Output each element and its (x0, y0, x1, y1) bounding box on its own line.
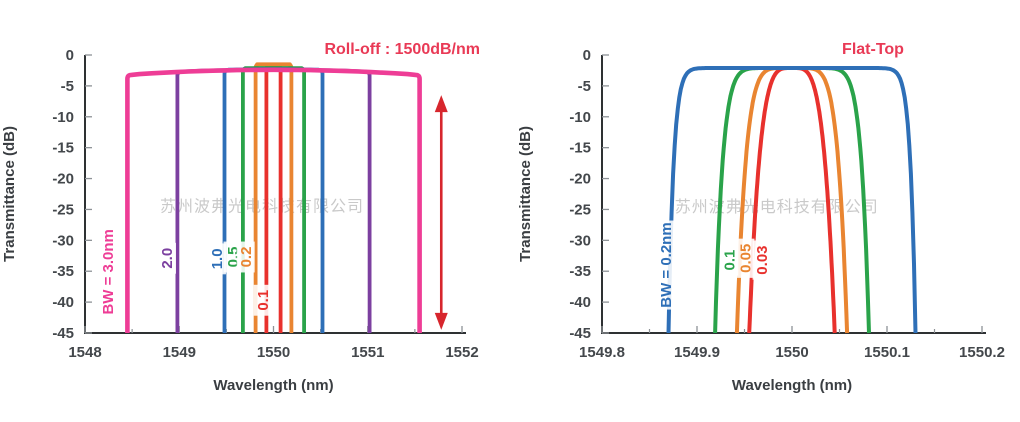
series-label-backing (253, 284, 272, 316)
series-label-backing (720, 244, 739, 276)
series-label-bw-0.05: 0.05 (738, 244, 755, 273)
y-tick-label: -20 (569, 171, 591, 188)
y-tick-label: -15 (52, 140, 74, 157)
y-axis-label: Transmittance (dB) (1, 126, 18, 262)
series-label-backing (157, 242, 176, 274)
axis-lines (84, 55, 466, 334)
series-label-backing (98, 227, 117, 317)
chart-title: Roll-off : 1500dB/nm (324, 41, 480, 58)
series-label-bw-3: BW = 3.0nm (100, 229, 117, 314)
x-tick-label: 1552 (445, 344, 478, 361)
y-tick-label: -35 (52, 263, 74, 280)
y-tick-label: -40 (569, 294, 591, 311)
x-tick-label: 1550.1 (864, 344, 910, 361)
y-tick-label: -10 (569, 109, 591, 126)
x-tick-label: 1550 (257, 344, 290, 361)
y-tick-label: -25 (569, 201, 591, 218)
series-curve-bw-0.2 (253, 62, 294, 333)
chart-title: Flat-Top (842, 41, 904, 58)
roll-off-plot: 苏州波弗光电科技有限公司 1548 1549 1550 1551 1552 0 -5 -10 -1… (1, 41, 480, 394)
x-tick-label: 1551 (351, 344, 384, 361)
series-label-bw-0.1: 0.1 (722, 250, 739, 271)
rolloff-arrowhead-down (434, 312, 448, 330)
series-label-backing (736, 238, 755, 278)
series-label-bw-0.03: 0.03 (754, 246, 771, 275)
y-tick-label: 0 (66, 47, 74, 64)
y-tick-label: -25 (52, 201, 74, 218)
y-tick-label: -5 (61, 78, 74, 95)
rolloff-arrowhead-up (434, 95, 448, 113)
x-tick-label: 1548 (68, 344, 101, 361)
series-label-bw-2: 2.0 (159, 248, 176, 269)
series-label-bw-0.2: BW = 0.2nm (658, 222, 675, 307)
series-label-bw-0.1: 0.1 (255, 290, 272, 311)
chart-flattop: 苏州波弗光电科技有限公司 1549.8 1549.9 1550 1550.1 1550.2… (510, 0, 1020, 422)
series-label-backing (236, 241, 255, 273)
series-label-bw-0.2: 0.2 (238, 247, 255, 268)
y-tick-label: -30 (52, 232, 74, 249)
series-curve-bw-0.2 (666, 66, 918, 334)
y-tick-label: -35 (569, 263, 591, 280)
y-tick-label: -45 (569, 325, 591, 342)
series-curve-bw-3 (125, 67, 422, 333)
y-tick-label: 0 (583, 47, 591, 64)
x-axis-label: Wavelength (nm) (732, 377, 852, 394)
x-tick-label: 1549.9 (674, 344, 720, 361)
x-axis-label: Wavelength (nm) (213, 377, 333, 394)
series-label-backing (656, 220, 675, 310)
series-label-backing (207, 243, 226, 275)
x-tick-label: 1550.2 (959, 344, 1005, 361)
series-label-bw-1: 1.0 (209, 248, 226, 269)
x-tick-label: 1550 (775, 344, 808, 361)
series-label-backing (752, 240, 771, 280)
x-tick-label: 1549 (163, 344, 196, 361)
chart-rolloff: 苏州波弗光电科技有限公司 1548 1549 1550 1551 1552 0 -5 -10 -1… (1, 41, 480, 394)
y-tick-label: -20 (52, 171, 74, 188)
y-tick-label: -40 (52, 294, 74, 311)
y-tick-label: -45 (52, 325, 74, 342)
flat-top-plot: 苏州波弗光电科技有限公司 1549.8 1549.9 1550 1550.1 1550.2… (517, 41, 1005, 394)
y-tick-label: -30 (569, 232, 591, 249)
y-tick-label: -5 (578, 78, 591, 95)
x-tick-label: 1549.8 (579, 344, 625, 361)
y-axis-label: Transmittance (dB) (517, 126, 534, 262)
watermark-text: 苏州波弗光电科技有限公司 (160, 197, 364, 215)
watermark-text: 苏州波弗光电科技有限公司 (675, 198, 879, 216)
y-tick-label: -10 (52, 109, 74, 126)
y-tick-label: -15 (569, 140, 591, 157)
